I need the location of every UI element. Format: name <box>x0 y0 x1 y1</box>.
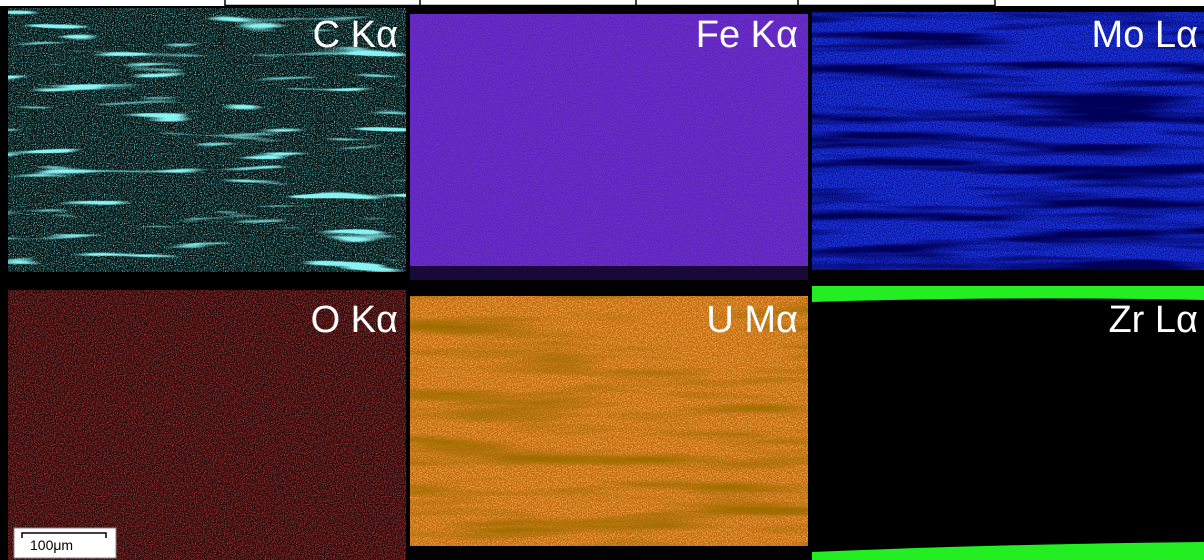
map-panel: O Kα <box>8 290 406 560</box>
panel-label: Fe Kα <box>696 14 798 56</box>
panel-label: C Kα <box>313 14 398 56</box>
map-panel: Zr Lα <box>812 286 1204 560</box>
map-panel: Fe Kα <box>410 14 808 280</box>
map-panel: Mo Lα <box>812 12 1204 270</box>
map-panel: C Kα <box>8 8 406 272</box>
panel-label: Mo Lα <box>1092 14 1198 56</box>
scale-bar: 100μm <box>14 528 116 558</box>
panel-label: U Mα <box>706 299 798 341</box>
panel-label: Zr Lα <box>1108 299 1198 341</box>
eds-map-figure: C Kα Fe Kα Mo Lα O Kα U Mα Zr Lα 100μm <box>0 0 1204 560</box>
scale-bar-label: 100μm <box>30 537 73 553</box>
panel-label: O Kα <box>311 299 398 341</box>
map-panel: U Mα <box>410 296 808 546</box>
